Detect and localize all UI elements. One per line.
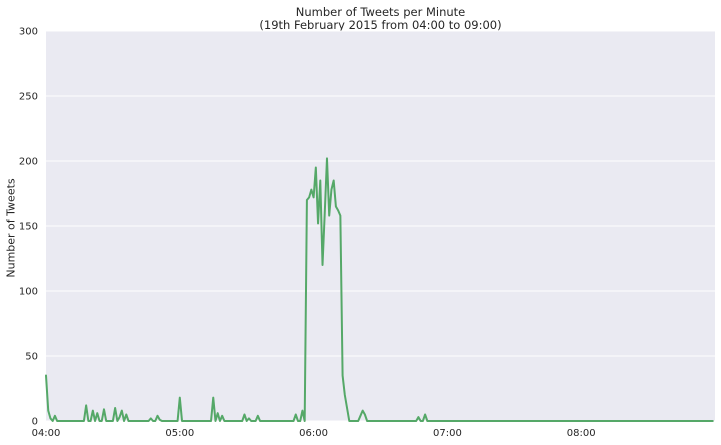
x-tick-label: 05:00 xyxy=(165,428,194,439)
chart-title: Number of Tweets per Minute xyxy=(295,5,466,19)
y-tick-label: 0 xyxy=(32,417,38,428)
y-tick-label: 100 xyxy=(19,287,38,298)
y-tick-label: 200 xyxy=(19,157,38,168)
x-tick-label: 04:00 xyxy=(32,428,61,439)
x-tick-label: 08:00 xyxy=(567,428,596,439)
chart-subtitle: (19th February 2015 from 04:00 to 09:00) xyxy=(259,18,502,32)
y-tick-label: 300 xyxy=(19,27,38,38)
x-tick-label: 06:00 xyxy=(299,428,328,439)
y-tick-label: 150 xyxy=(19,222,38,233)
x-tick-label: 07:00 xyxy=(433,428,462,439)
y-tick-label: 250 xyxy=(19,92,38,103)
series-line-tweets xyxy=(45,157,714,422)
y-tick-label: 50 xyxy=(25,352,38,363)
